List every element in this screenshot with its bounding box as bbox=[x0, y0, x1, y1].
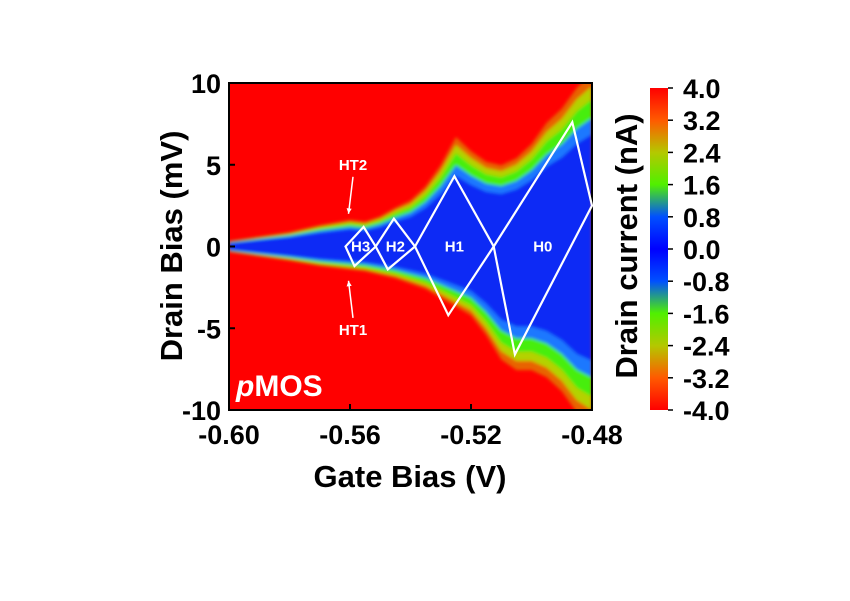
y-axis-title: Drain Bias (mV) bbox=[154, 131, 189, 362]
y-tick-label: 10 bbox=[191, 69, 221, 99]
y-tick-label: -10 bbox=[182, 396, 221, 426]
colorbar-tick-label: 0.0 bbox=[683, 235, 721, 265]
annotation-arrowhead-ht2 bbox=[346, 208, 352, 214]
hole-transition-annotations: HT2 HT1 bbox=[339, 157, 367, 339]
diamond-label-h3: H3 bbox=[351, 239, 370, 256]
y-axis-ticks: 10 5 0 -5 -10 bbox=[182, 69, 235, 426]
x-axis-ticks: -0.60 -0.56 -0.52 -0.48 bbox=[198, 404, 623, 450]
colorbar-tick-label: -1.6 bbox=[683, 299, 730, 329]
annotation-arrowhead-ht1 bbox=[346, 280, 352, 287]
annotation-arrow-ht1 bbox=[347, 280, 354, 318]
diamond-label-h1: H1 bbox=[445, 239, 464, 256]
colorbar bbox=[650, 88, 668, 410]
colorbar-tick-label: 0.8 bbox=[683, 203, 721, 233]
x-tick-label: -0.52 bbox=[440, 420, 502, 450]
diamond-label-h2: H2 bbox=[386, 239, 405, 256]
coulomb-diamonds: H3 H2 H1 H0 bbox=[344, 119, 594, 358]
y-tick-label: 5 bbox=[206, 151, 221, 181]
colorbar-ticks: 4.03.22.41.60.80.0-0.8-1.6-2.4-3.2-4.0 bbox=[668, 74, 730, 426]
colorbar-tick-label: 3.2 bbox=[683, 106, 721, 136]
colorbar-tick-label: -2.4 bbox=[683, 332, 730, 362]
x-tick-label: -0.48 bbox=[561, 420, 623, 450]
colorbar-tick-label: -0.8 bbox=[683, 267, 730, 297]
annotation-ht1: HT1 bbox=[339, 322, 367, 339]
colorbar-tick-label: -4.0 bbox=[683, 396, 730, 426]
x-axis-title: Gate Bias (V) bbox=[314, 459, 507, 494]
x-tick-label: -0.56 bbox=[319, 420, 381, 450]
heatmap-plot-area bbox=[229, 83, 592, 410]
band-blue bbox=[229, 134, 592, 361]
annotation-ht2: HT2 bbox=[339, 157, 367, 174]
colorbar-title: Drain current (nA) bbox=[609, 113, 644, 378]
diamond-h0 bbox=[492, 119, 594, 358]
colorbar-tick-label: 2.4 bbox=[683, 138, 721, 168]
colorbar-tick-label: -3.2 bbox=[683, 364, 730, 394]
y-tick-label: 0 bbox=[206, 233, 221, 263]
panel-label-prefix: p bbox=[235, 370, 254, 403]
diamond-label-h0: H0 bbox=[533, 239, 552, 256]
colorbar-tick-label: 1.6 bbox=[683, 171, 721, 201]
panel-label: pMOS bbox=[235, 370, 323, 403]
annotation-arrow-ht2 bbox=[347, 176, 354, 214]
y-tick-label: -5 bbox=[197, 314, 221, 344]
panel-label-text: MOS bbox=[254, 370, 322, 403]
colorbar-tick-label: 4.0 bbox=[683, 74, 721, 104]
x-tick-label: -0.60 bbox=[198, 420, 260, 450]
